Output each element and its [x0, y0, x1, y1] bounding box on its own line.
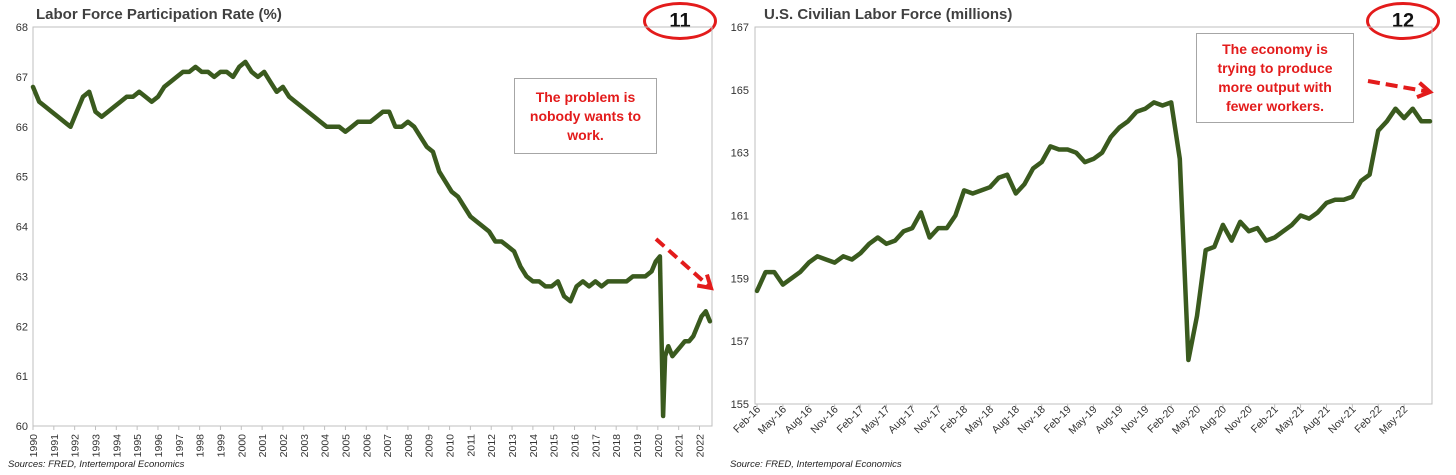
x-tick-label: 2000: [236, 434, 248, 458]
x-tick-label: Aug-18: [990, 404, 1023, 437]
x-tick-label: 2015: [549, 434, 561, 458]
annotation-box: The problem is nobody wants to work.: [514, 78, 657, 154]
y-tick-label: 157: [731, 336, 749, 348]
x-tick-label: May-16: [756, 404, 789, 437]
x-tick-label: 1995: [132, 434, 144, 458]
x-tick-label: 2005: [340, 434, 352, 458]
y-tick-label: 64: [16, 222, 28, 234]
slide-number-badge: 11: [643, 2, 717, 40]
x-tick-label: 2009: [424, 434, 436, 458]
x-tick-label: 2004: [320, 434, 332, 458]
plot-area: [32, 26, 713, 427]
chart-panel-labor-force: U.S. Civilian Labor Force (millions) 12 …: [722, 0, 1456, 475]
x-tick-label: 1991: [49, 434, 61, 458]
x-tick-label: 1990: [28, 434, 40, 458]
x-tick-label: 2021: [674, 434, 686, 458]
source-note: Source: FRED, Intertemporal Economics: [730, 459, 902, 470]
x-tick-label: 1998: [195, 434, 207, 458]
y-tick-label: 62: [16, 321, 28, 333]
x-tick-label: Nov-18: [1015, 404, 1048, 437]
trend-arrow: [654, 237, 713, 290]
x-tick-label: 2002: [278, 434, 290, 458]
arrow-head: [696, 274, 714, 291]
x-tick-label: 2007: [382, 434, 394, 458]
y-tick-label: 163: [731, 148, 749, 160]
y-tick-label: 165: [731, 85, 749, 97]
x-tick-label: Nov-17: [912, 404, 945, 437]
x-tick-label: May-19: [1066, 404, 1099, 437]
x-tick-label: 1996: [153, 434, 165, 458]
labor-force-chart: 155157159161163165167Feb-16May-16Aug-16N…: [731, 22, 1434, 437]
x-tick-label: 2016: [570, 434, 582, 458]
x-tick-label: Nov-21: [1326, 404, 1359, 437]
chart-panel-participation: Labor Force Participation Rate (%) 11 60…: [0, 0, 720, 475]
y-tick-label: 155: [731, 399, 749, 411]
x-tick-label: Aug-16: [782, 404, 815, 437]
x-tick-label: 1992: [70, 434, 82, 458]
y-tick-label: 61: [16, 371, 28, 383]
x-tick-label: 2008: [403, 434, 415, 458]
x-tick-label: Aug-19: [1093, 404, 1126, 437]
x-tick-label: May-21: [1273, 404, 1306, 437]
y-tick-label: 67: [16, 72, 28, 84]
y-tick-label: 65: [16, 172, 28, 184]
x-tick-label: 2014: [528, 434, 540, 458]
x-tick-label: 2006: [361, 434, 373, 458]
source-note: Sources: FRED, Intertemporal Economics: [8, 459, 185, 470]
x-tick-label: 1994: [111, 434, 123, 458]
x-tick-label: 1993: [90, 434, 102, 458]
y-tick-label: 60: [16, 421, 28, 433]
chart-title: Labor Force Participation Rate (%): [36, 6, 282, 23]
x-tick-label: 2018: [611, 434, 623, 458]
x-tick-label: 1997: [174, 434, 186, 458]
annotation-box: The economy is trying to produce more ou…: [1196, 33, 1354, 123]
x-tick-label: 2017: [590, 434, 602, 458]
x-tick-label: 2010: [445, 434, 457, 458]
x-tick-label: 2022: [695, 434, 707, 458]
x-tick-label: 2012: [486, 434, 498, 458]
x-tick-label: Nov-16: [808, 404, 841, 437]
x-tick-label: 2011: [465, 434, 477, 457]
y-tick-label: 63: [16, 271, 28, 283]
x-tick-label: Aug-21: [1300, 404, 1333, 437]
series-line: [754, 100, 1433, 363]
x-tick-label: Aug-20: [1197, 404, 1230, 437]
x-tick-label: May-22: [1377, 404, 1410, 437]
participation-chart: 60 61 62 63 64 65 66 67 68 1990 1991 1992 1993 1994 19…: [16, 22, 714, 458]
y-tick-label: 167: [731, 22, 749, 34]
x-tick-label: May-17: [859, 404, 892, 437]
x-tick-label: May-18: [963, 404, 996, 437]
x-tick-label: 1999: [215, 434, 227, 458]
series-line: [30, 59, 713, 419]
y-tick-label: 66: [16, 122, 28, 134]
panel-divider: [718, 0, 722, 475]
chart-title: U.S. Civilian Labor Force (millions): [764, 6, 1013, 23]
x-tick-label: May-20: [1170, 404, 1203, 437]
x-tick-label: Aug-17: [886, 404, 919, 437]
y-tick-label: 68: [16, 22, 28, 34]
y-tick-label: 161: [731, 211, 749, 223]
x-tick-label: Nov-19: [1119, 404, 1152, 437]
x-tick-label: 2003: [299, 434, 311, 458]
slide-number-badge: 12: [1366, 2, 1440, 40]
trend-arrow: [1367, 79, 1431, 94]
x-tick-label: 2013: [507, 434, 519, 458]
x-tick-label: 2020: [653, 434, 665, 458]
arrow-head: [1416, 81, 1434, 99]
y-tick-label: 159: [731, 273, 749, 285]
x-tick-label: 2001: [257, 434, 269, 458]
x-tick-label: 2019: [632, 434, 644, 458]
x-tick-label: Nov-20: [1223, 404, 1256, 437]
